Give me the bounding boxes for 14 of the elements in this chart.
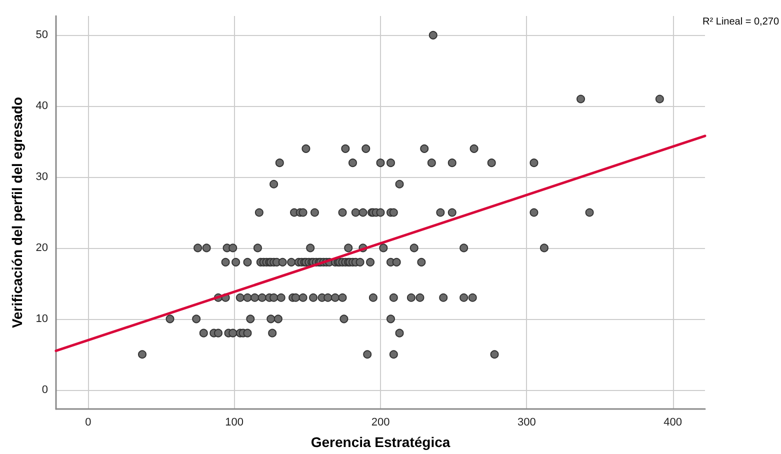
x-axis-title: Gerencia Estratégica	[310, 434, 450, 450]
x-tick-label: 400	[664, 416, 682, 428]
y-tick-label: 20	[36, 242, 48, 254]
y-tick-label: 0	[42, 384, 48, 396]
x-tick-label: 0	[85, 416, 92, 428]
y-tick-label: 30	[36, 171, 48, 184]
y-axis-title: Verificación del perfil del egresado	[9, 96, 25, 328]
x-tick-label: 300	[517, 416, 536, 428]
y-tick-label: 40	[36, 100, 48, 112]
x-tick-label: 100	[225, 416, 244, 428]
x-tick-label: 200	[371, 416, 390, 428]
y-tick-label: 10	[36, 312, 48, 325]
annotation: R² Lineal = 0,270	[702, 16, 780, 28]
y-tick-label: 50	[36, 29, 48, 42]
